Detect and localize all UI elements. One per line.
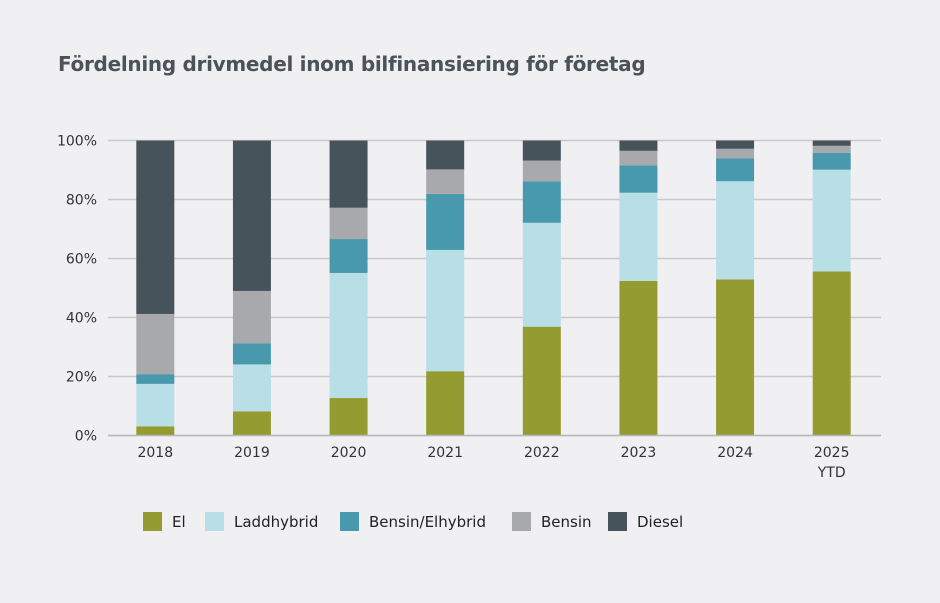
stacked-bar-chart: 0% 20% 40% 60% 80% 100% 2018 2019 2020 2021 2022 20… [57,134,881,481]
bar-segment-bensin-elhybrid [522,181,561,223]
x-tick-label: 2023 [621,445,657,461]
bar-segment-diesel [232,140,271,291]
bar-segment-laddhybrid [426,249,465,372]
chart-title: Fördelning drivmedel inom bilfinansierin… [58,52,646,76]
y-tick-label: 80% [66,193,97,209]
bar-segment-laddhybrid [136,383,175,427]
x-tick-label: 2021 [427,445,463,461]
bar-segment-el [136,426,175,436]
bar-segment-laddhybrid [812,169,851,272]
x-tick-label: 2018 [137,445,173,461]
legend-swatch [608,512,627,531]
x-tick-label: 2020 [331,445,367,461]
bar-segment-bensin [232,290,271,344]
bar-segment-diesel [426,140,465,170]
legend-label: Bensin [541,512,592,531]
bar-segment-bensin [619,150,658,166]
x-tick-label: 2022 [524,445,560,461]
bar-segment-bensin [329,207,368,240]
legend: El Laddhybrid Bensin/Elhybrid Bensin Diesel [0,512,940,536]
legend-swatch [143,512,162,531]
bar-segment-bensin-elhybrid [619,165,658,193]
legend-label: Diesel [637,512,684,531]
bar-segment-diesel [812,140,851,146]
x-tick-label: 2019 [234,445,270,461]
legend-label: Bensin/Elhybrid [369,512,486,531]
y-tick-label: 40% [66,311,97,327]
bar-segment-bensin-elhybrid [812,152,851,170]
bar-segment-bensin-elhybrid [329,239,368,273]
bar-segment-bensin-elhybrid [716,158,755,182]
bar-segment-el [619,280,658,436]
bar-segment-bensin [426,169,465,194]
legend-swatch [205,512,224,531]
x-tick-label: YTD [817,465,846,481]
bar-segment-el [232,411,271,436]
y-tick-label: 60% [66,252,97,268]
bar-segment-diesel [329,140,368,208]
bar-segment-el [812,271,851,436]
bar-segment-bensin [136,313,175,375]
legend-label: Laddhybrid [234,512,319,531]
y-tick-label: 100% [57,134,97,150]
bar-segment-diesel [136,140,175,314]
x-tick-label: 2024 [717,445,753,461]
bar-segment-bensin [716,148,755,159]
bar-segment-bensin [812,145,851,153]
bar-segment-bensin [522,160,561,182]
x-tick-label: 2025 [814,445,850,461]
legend-item: Laddhybrid [205,512,318,531]
legend-swatch [340,512,359,531]
bar-segment-bensin-elhybrid [232,343,271,365]
bar-segment-el [329,398,368,436]
bar-segment-laddhybrid [522,222,561,327]
legend-item: Bensin/Elhybrid [340,512,486,531]
legend-label: El [172,512,186,531]
bar-segment-diesel [522,140,561,161]
bar-segment-el [426,371,465,436]
legend-item: Diesel [608,512,683,531]
bar-segment-laddhybrid [619,192,658,281]
y-tick-label: 0% [75,429,97,445]
legend-item: El [143,512,186,531]
legend-item: Bensin [512,512,592,531]
bar-segment-laddhybrid [716,181,755,280]
bar-segment-bensin-elhybrid [426,193,465,250]
bar-segment-el [716,279,755,436]
y-tick-label: 20% [66,370,97,386]
legend-swatch [512,512,531,531]
bar-segment-el [522,326,561,436]
bar-segment-diesel [619,140,658,151]
bar-segment-bensin-elhybrid [136,374,175,384]
bar-segment-laddhybrid [232,364,271,412]
bar-segment-laddhybrid [329,272,368,399]
bar-segment-diesel [716,140,755,149]
